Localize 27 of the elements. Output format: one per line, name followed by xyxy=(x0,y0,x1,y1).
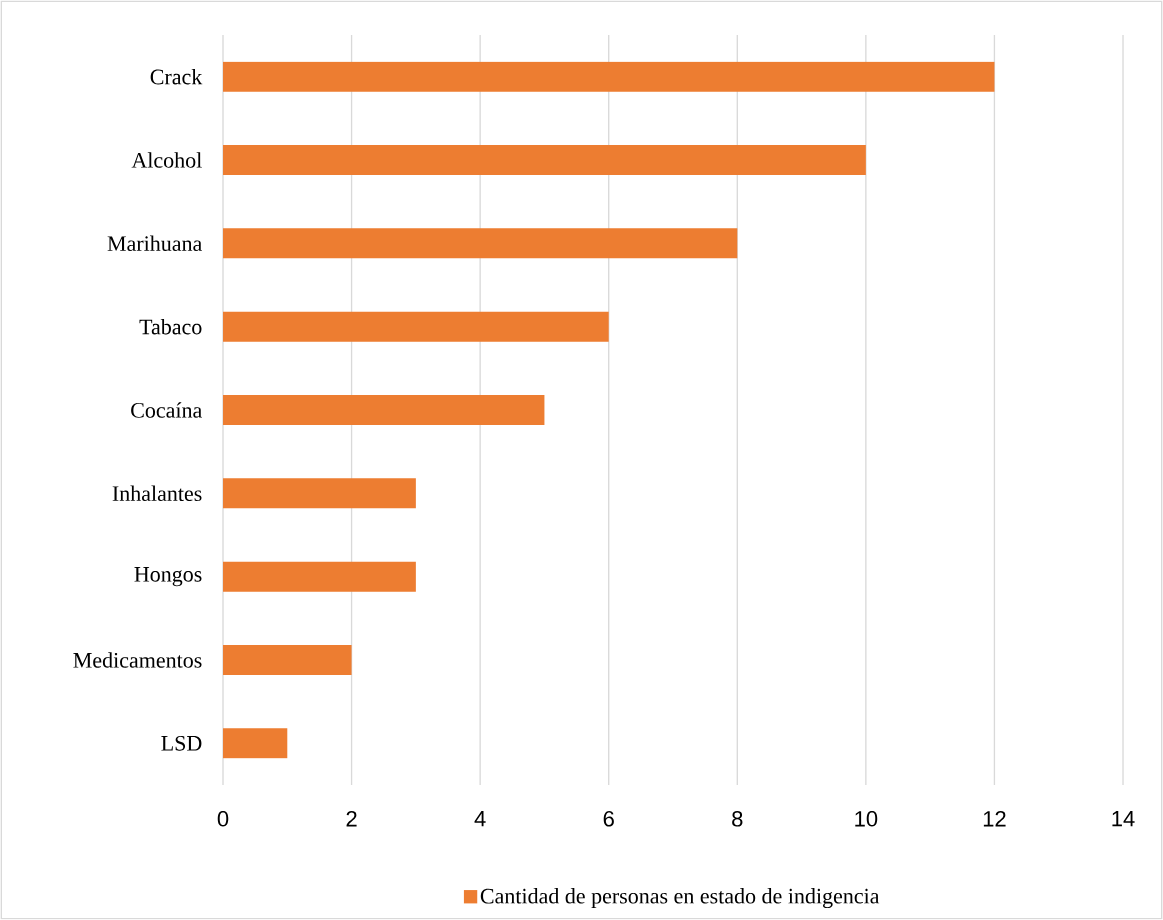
x-tick-label: 6 xyxy=(603,811,614,827)
y-tick-label: Medicamentos xyxy=(73,652,202,668)
bar xyxy=(223,228,738,259)
x-tick-label: 14 xyxy=(1112,811,1135,827)
legend-label: Cantidad de personas en estado de indigencia xyxy=(480,888,880,909)
bar xyxy=(223,561,416,592)
x-tick-label: 10 xyxy=(855,811,878,827)
x-tick-label: 12 xyxy=(983,811,1006,827)
x-tick-label: 2 xyxy=(346,811,357,827)
y-tick-label: Tabaco xyxy=(139,318,202,335)
x-tick-label: 4 xyxy=(474,811,486,827)
y-tick-label: Alcohol xyxy=(131,152,202,168)
bar xyxy=(223,478,416,509)
bar xyxy=(223,145,866,175)
y-tick-label: Inhalantes xyxy=(112,485,202,502)
y-tick-label: Cocaína xyxy=(131,402,203,418)
bar xyxy=(223,61,995,92)
bar xyxy=(223,644,352,675)
y-tick-label: Marihuana xyxy=(107,235,203,252)
y-tick-label: Hongos xyxy=(134,567,202,587)
y-tick-label: Crack xyxy=(150,68,203,85)
bar xyxy=(223,311,609,342)
y-tick-label: LSD xyxy=(161,735,202,751)
bar xyxy=(223,395,545,425)
bar xyxy=(223,728,288,759)
x-tick-label: 8 xyxy=(732,811,743,827)
x-tick-label: 0 xyxy=(217,811,229,827)
